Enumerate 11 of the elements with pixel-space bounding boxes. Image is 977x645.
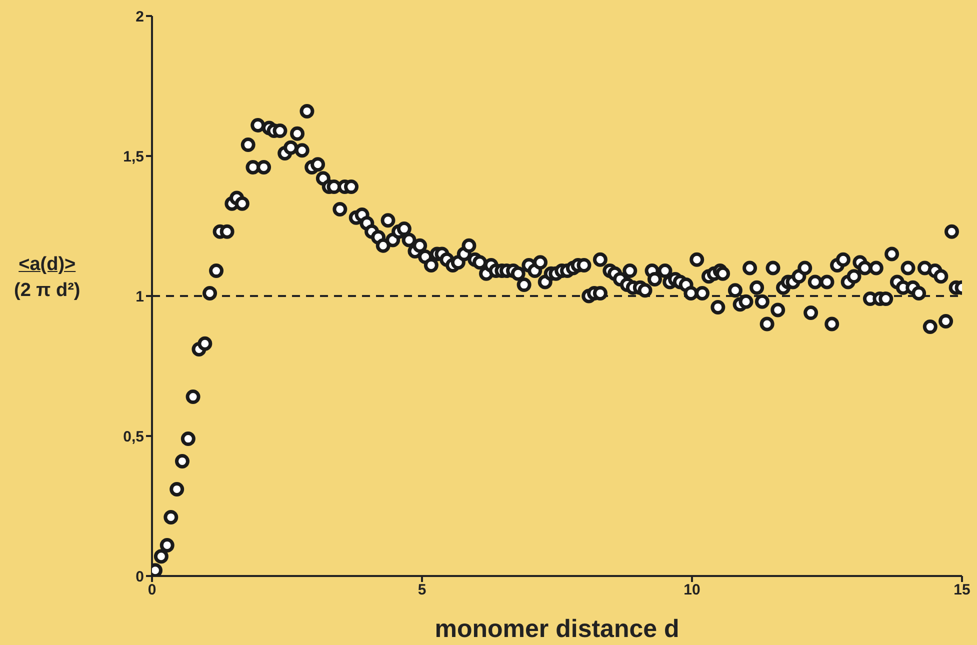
x-tick-label: 15 — [954, 582, 970, 599]
y-tick-label: 0,5 — [123, 428, 144, 446]
y-tick-label: 1,5 — [123, 148, 144, 166]
x-tick-label: 0 — [148, 582, 156, 599]
x-tick-label: 5 — [418, 582, 426, 599]
y-tick-label: 2 — [136, 8, 144, 26]
x-tick-label: 10 — [684, 582, 700, 599]
y-tick-label: 0 — [136, 568, 144, 586]
y-tick-label: 1 — [136, 288, 144, 306]
y-axis-title: <a(d)> (2 π d²) — [14, 254, 80, 301]
x-axis-title: monomer distance d — [434, 615, 680, 643]
